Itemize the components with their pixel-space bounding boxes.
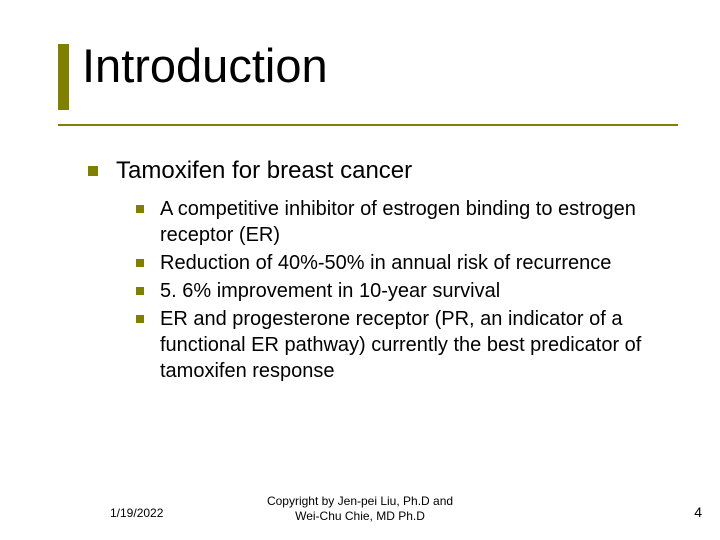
square-bullet-icon	[136, 259, 144, 267]
title-underline	[58, 124, 678, 126]
level2-list: A competitive inhibitor of estrogen bind…	[136, 196, 686, 384]
title-block: Introduction	[58, 38, 678, 128]
slide-title: Introduction	[82, 38, 328, 93]
footer-date: 1/19/2022	[110, 506, 163, 520]
square-bullet-icon	[88, 166, 98, 176]
copyright-line2: Wei-Chu Chie, MD Ph.D	[295, 509, 425, 523]
bullet-level2: ER and progesterone receptor (PR, an ind…	[136, 306, 686, 384]
page-number: 4	[694, 504, 702, 520]
footer-copyright: Copyright by Jen-pei Liu, Ph.D and Wei-C…	[267, 494, 453, 524]
square-bullet-icon	[136, 315, 144, 323]
title-accent-bar	[58, 44, 69, 110]
slide: Introduction Tamoxifen for breast cancer…	[0, 0, 720, 540]
level2-text: 5. 6% improvement in 10-year survival	[160, 278, 500, 304]
level2-text: A competitive inhibitor of estrogen bind…	[160, 196, 680, 248]
square-bullet-icon	[136, 287, 144, 295]
level1-text: Tamoxifen for breast cancer	[116, 156, 412, 186]
bullet-level1: Tamoxifen for breast cancer	[88, 156, 686, 186]
copyright-line1: Copyright by Jen-pei Liu, Ph.D and	[267, 494, 453, 508]
level2-text: ER and progesterone receptor (PR, an ind…	[160, 306, 680, 384]
level2-text: Reduction of 40%-50% in annual risk of r…	[160, 250, 611, 276]
footer: 1/19/2022 Copyright by Jen-pei Liu, Ph.D…	[0, 492, 720, 524]
bullet-level2: 5. 6% improvement in 10-year survival	[136, 278, 686, 304]
bullet-level2: Reduction of 40%-50% in annual risk of r…	[136, 250, 686, 276]
square-bullet-icon	[136, 205, 144, 213]
bullet-level2: A competitive inhibitor of estrogen bind…	[136, 196, 686, 248]
content-area: Tamoxifen for breast cancer A competitiv…	[88, 156, 686, 386]
